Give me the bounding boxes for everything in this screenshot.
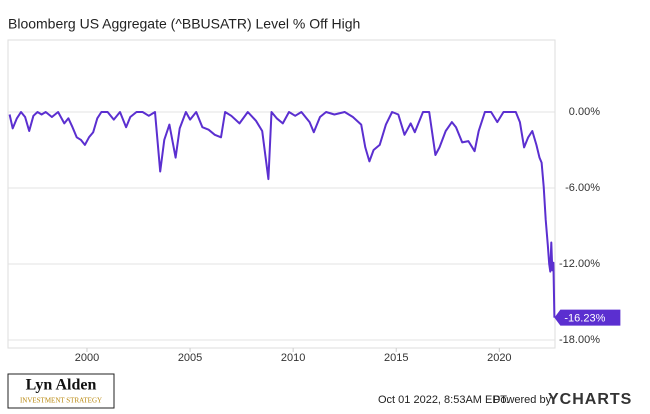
brand-sub: INVESTMENT STRATEGY [20,397,102,405]
x-tick-label: 2010 [281,352,305,364]
x-tick-label: 2005 [178,352,202,364]
powered-by: Powered by [493,394,552,406]
x-tick-label: 2020 [487,352,511,364]
line [8,111,556,318]
brand: Lyn Alden [26,377,97,394]
plot-frame [7,39,556,349]
x-tick-label: 2015 [384,352,408,364]
brand-box [7,373,115,409]
timestamp: Oct 01 2022, 8:53AM EDT. [378,394,509,406]
y-tick-label: -6.00% [565,182,600,194]
y-tick-label: -12.00% [559,258,600,270]
end-label: -16.23% [564,312,605,324]
chart-title: Bloomberg US Aggregate (^BBUSATR) Level … [8,16,360,32]
x-tick-label: 2000 [75,352,99,364]
y-tick-label: 0.00% [569,106,600,118]
provider: YCHARTS [548,391,632,408]
end-label-box [554,309,621,326]
y-tick-label: -18.00% [559,334,600,346]
